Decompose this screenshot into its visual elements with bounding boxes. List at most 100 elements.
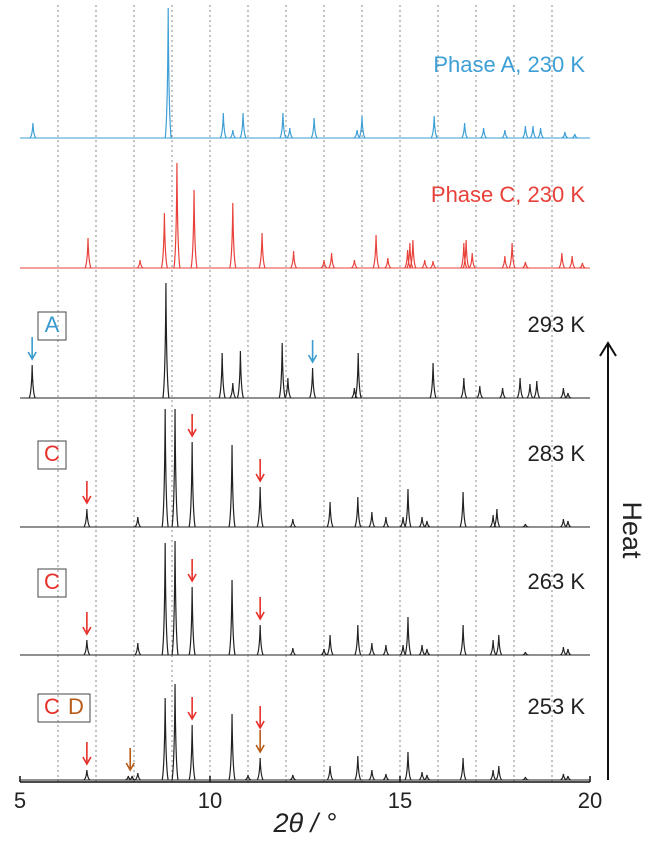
peak (228, 579, 236, 656)
peak (326, 634, 334, 656)
phase-tag: A (45, 312, 60, 337)
peak (353, 129, 361, 139)
arrow-head (187, 711, 197, 721)
peak (164, 7, 172, 139)
peak (289, 647, 297, 656)
peak (188, 724, 196, 781)
peak (171, 540, 179, 656)
arrow-head (27, 351, 37, 361)
peak (218, 352, 226, 399)
peak (476, 385, 484, 399)
peak (493, 508, 501, 528)
peak (134, 516, 142, 528)
peak (320, 648, 328, 656)
peak (239, 112, 247, 139)
peak (409, 239, 417, 269)
peak (244, 774, 252, 781)
peak (399, 516, 407, 528)
peak (358, 115, 366, 139)
peak (256, 624, 264, 656)
peak (404, 249, 412, 269)
arrow-head (255, 611, 265, 621)
peak (229, 202, 237, 269)
peak (351, 259, 358, 269)
peak (459, 491, 467, 528)
peak (354, 496, 362, 528)
arrow-head (82, 756, 92, 766)
peak (310, 117, 318, 139)
x-tick-label: 5 (14, 788, 26, 813)
tag-box (37, 693, 91, 723)
peak (423, 774, 431, 781)
peak (134, 772, 142, 781)
peak (526, 383, 534, 399)
peak (278, 342, 286, 399)
peak (309, 367, 317, 399)
peak (354, 755, 362, 781)
arrow-head (187, 428, 197, 438)
tag-box (37, 440, 67, 470)
peak (521, 125, 529, 139)
peak (326, 765, 334, 781)
heat-label: Heat (617, 501, 647, 559)
pattern-label: Phase C, 230 K (431, 182, 585, 207)
peak (495, 634, 503, 656)
peak (418, 516, 426, 528)
x-tick-label: 10 (198, 788, 222, 813)
peak (229, 382, 237, 399)
peak (460, 242, 468, 269)
peak (421, 259, 429, 269)
peak (495, 765, 503, 781)
peak (560, 646, 567, 656)
peak (404, 751, 412, 781)
peak (571, 133, 578, 139)
arrow-head (82, 626, 92, 636)
peak (560, 773, 567, 781)
peak (173, 162, 181, 269)
tag-box (37, 568, 67, 598)
pattern-label: 283 K (528, 441, 586, 466)
peak (279, 112, 287, 139)
peak (460, 377, 468, 399)
peak (160, 212, 168, 269)
peak (418, 771, 426, 781)
arrow-head (307, 354, 318, 364)
peak (560, 518, 567, 528)
heat-arrow-head (599, 341, 617, 357)
peak (29, 122, 37, 139)
phase-tag: D (68, 694, 84, 719)
peak (326, 501, 334, 528)
peak (399, 644, 407, 656)
pattern-label: 293 K (528, 312, 586, 337)
peak (382, 644, 390, 656)
peak (83, 639, 91, 656)
peak (459, 624, 467, 656)
peak (289, 774, 297, 781)
peak (382, 773, 390, 781)
peak (84, 237, 92, 269)
peak (219, 112, 227, 139)
pattern-label: Phase A, 230 K (433, 52, 585, 77)
peak (171, 683, 179, 781)
peak (368, 642, 376, 656)
arrow-head (187, 573, 197, 583)
peak (522, 523, 529, 528)
peak (522, 776, 529, 781)
peak (161, 542, 169, 656)
peak (368, 511, 376, 528)
phase-tag: C (44, 694, 60, 719)
peak (258, 232, 266, 269)
peak (286, 127, 294, 139)
peak (382, 516, 390, 528)
peak (423, 648, 431, 656)
peak (384, 257, 392, 269)
peak (501, 129, 509, 139)
peak (429, 362, 437, 399)
arrow-head (82, 495, 92, 505)
peak (328, 252, 336, 269)
peak (499, 387, 506, 399)
peak (516, 377, 524, 399)
peak (560, 387, 567, 399)
peak (256, 486, 264, 528)
